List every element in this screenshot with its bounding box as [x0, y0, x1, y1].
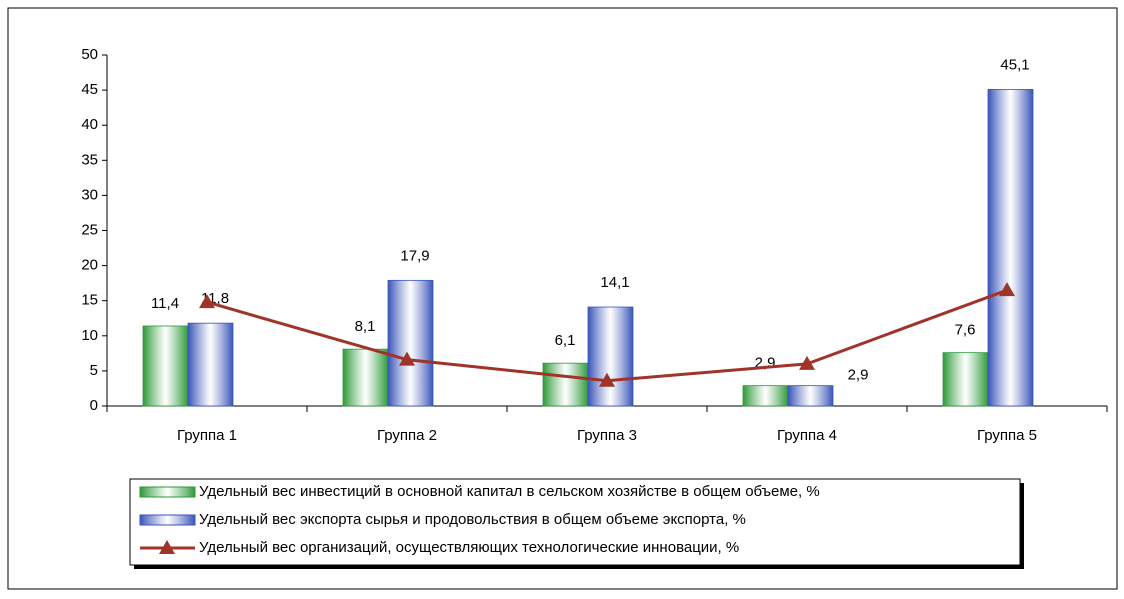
value-label: 14,1: [600, 274, 629, 291]
bar: [587, 306, 634, 407]
bar: [142, 325, 189, 407]
bar: [987, 88, 1034, 407]
line-marker: [599, 372, 615, 387]
line-marker: [799, 355, 815, 370]
line-marker: [199, 294, 215, 309]
x-tick-label: Группа 1: [177, 427, 237, 444]
x-tick-label: Группа 2: [377, 427, 437, 444]
y-tick-label: 30: [81, 186, 98, 203]
value-label: 8,1: [355, 318, 376, 335]
y-tick-label: 40: [81, 116, 98, 133]
bar: [742, 385, 789, 407]
value-label: 2,9: [848, 367, 869, 384]
value-label: 7,6: [955, 322, 976, 339]
legend-box: [129, 478, 1021, 566]
bar: [187, 322, 234, 407]
line-marker: [999, 282, 1015, 297]
legend-swatch: [139, 514, 196, 526]
legend-swatch: [139, 486, 196, 498]
y-tick-label: 50: [81, 46, 98, 63]
bar: [787, 385, 834, 407]
legend-label: Удельный вес инвестиций в основной капит…: [199, 483, 820, 500]
bar: [542, 362, 589, 407]
bar: [942, 352, 989, 407]
line-marker: [399, 351, 415, 366]
legend-label: Удельный вес организаций, осуществляющих…: [199, 539, 739, 556]
legend-label: Удельный вес экспорта сырья и продовольс…: [199, 511, 746, 528]
x-tick-label: Группа 5: [977, 427, 1037, 444]
y-tick-label: 0: [90, 397, 98, 414]
value-label: 17,9: [400, 247, 429, 264]
legend-marker: [159, 540, 175, 554]
value-label: 6,1: [555, 332, 576, 349]
x-tick-label: Группа 4: [777, 427, 837, 444]
y-tick-label: 45: [81, 81, 98, 98]
y-tick-label: 15: [81, 292, 98, 309]
value-label: 11,4: [151, 295, 179, 312]
x-tick-label: Группа 3: [577, 427, 637, 444]
bar: [342, 348, 389, 407]
y-tick-label: 35: [81, 151, 98, 168]
y-tick-label: 25: [81, 221, 98, 238]
bar: [387, 279, 434, 407]
y-tick-label: 20: [81, 257, 98, 274]
y-tick-label: 10: [81, 327, 98, 344]
y-tick-label: 5: [90, 362, 98, 379]
value-label: 45,1: [1000, 56, 1029, 73]
